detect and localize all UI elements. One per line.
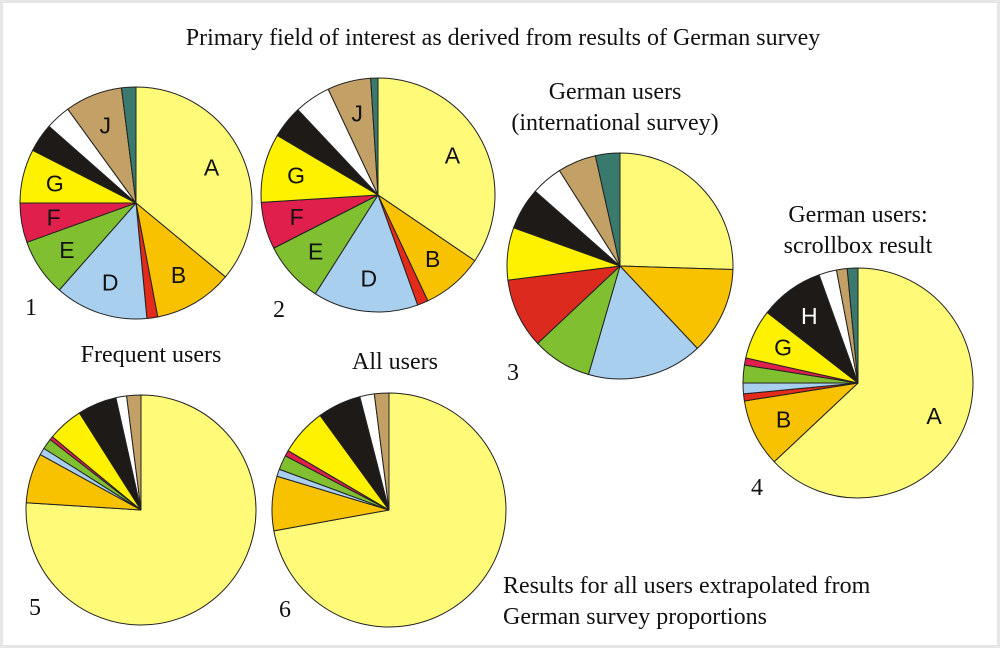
pie-1-label-B: B (171, 262, 186, 288)
pie-6-slice-A (273, 392, 507, 628)
pie-2-label-G: G (287, 162, 305, 188)
pie-3-title-line-2: (international survey) (511, 110, 718, 136)
chart-title: Primary field of interest as derived fro… (186, 25, 820, 51)
pie-1-label-J: J (100, 112, 112, 138)
pie-5-slice-A (25, 394, 257, 626)
footnote-line-2: German survey proportions (503, 604, 767, 630)
pie-1-slice-A (135, 86, 253, 278)
pie-4-label-H: H (801, 303, 818, 329)
pie-5-slice-J (126, 394, 142, 511)
pie-5-number: 5 (29, 595, 41, 621)
pie-2-label-E: E (308, 239, 323, 265)
pie-3-slice-D (587, 265, 698, 380)
pie-2-slice-D (314, 194, 419, 313)
pie-2-label-B: B (425, 246, 440, 272)
pie-6-title-line-1: All users (352, 349, 438, 375)
pie-3-number: 3 (507, 360, 519, 386)
pie-4-slice-K (846, 267, 859, 384)
pie-1-number: 1 (25, 295, 37, 321)
pie-3-slice-A (619, 152, 734, 271)
pie-4-label-A: A (926, 403, 942, 429)
pie-1-label-G: G (46, 171, 64, 197)
pie-4-title-line-2: scrollbox result (784, 233, 933, 259)
pie-3-slice-F (507, 265, 621, 344)
pie-1-label-F: F (47, 204, 61, 230)
pie-2-slice-A (377, 77, 496, 262)
pie-1-label-E: E (59, 237, 74, 263)
pie-1-label-A: A (204, 154, 220, 180)
pie-3-title-line-1: German users (549, 79, 682, 105)
pie-1-label-D: D (102, 269, 119, 295)
pie-2-label-D: D (360, 266, 377, 292)
pie-4-label-B: B (776, 406, 791, 432)
pie-3-slice-K (594, 152, 621, 267)
pie-2-label-J: J (351, 100, 363, 126)
pie-2-slice-K (370, 77, 379, 196)
pie-2-label-A: A (445, 143, 461, 169)
pie-charts-svg: Primary field of interest as derived fro… (19, 25, 974, 630)
pie-6-number: 6 (279, 597, 291, 623)
footnote-line-1: Results for all users extrapolated from (503, 573, 871, 599)
pie-4-label-G: G (774, 335, 792, 361)
pie-4-title-line-1: German users: (788, 202, 927, 228)
pie-4-slice-A (773, 267, 974, 499)
pie-5-title-line-1: Frequent users (81, 342, 222, 368)
pie-1-slice-D (58, 202, 148, 320)
pie-1-slice-B (135, 202, 226, 318)
pie-2-label-F: F (290, 204, 304, 230)
pie-4-number: 4 (751, 475, 763, 501)
pie-3-slice-B (619, 265, 734, 349)
pie-2-number: 2 (273, 297, 285, 323)
pie-1-slice-K (120, 86, 137, 204)
pie-6-slice-J (373, 392, 390, 511)
